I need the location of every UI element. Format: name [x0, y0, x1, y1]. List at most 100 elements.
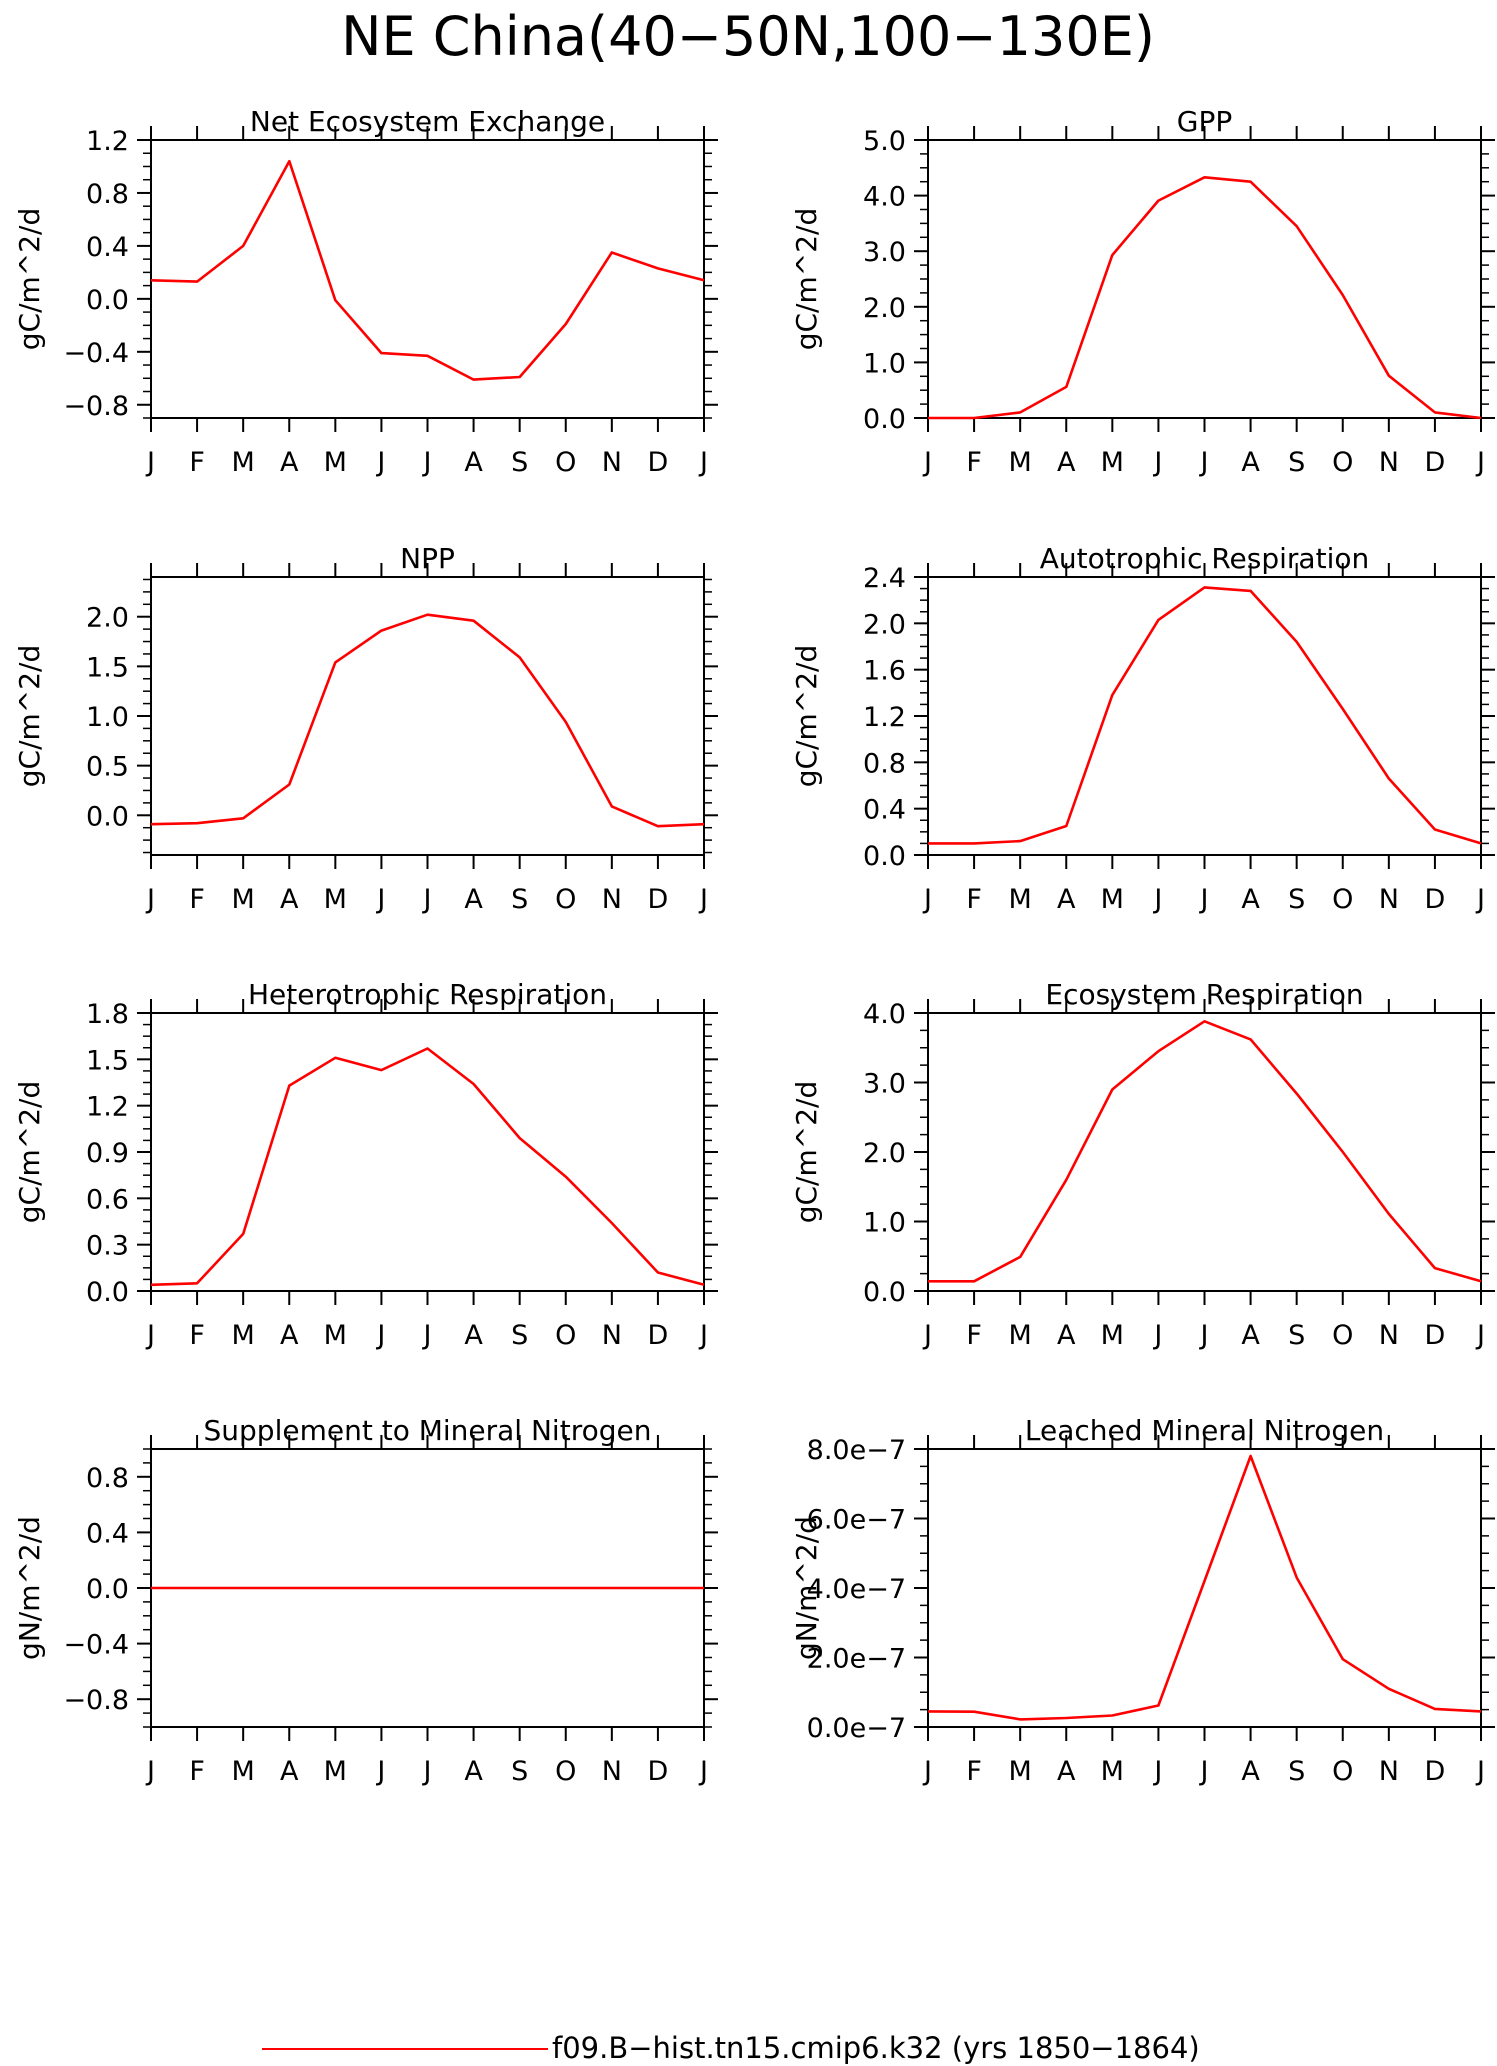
y-tick-label: 1.0 — [863, 1208, 906, 1239]
x-tick-label: F — [966, 1320, 982, 1351]
x-tick-label: O — [1332, 1756, 1353, 1787]
x-tick-label: D — [648, 1320, 669, 1351]
x-tick-label: M — [1101, 447, 1124, 478]
x-tick-label: M — [324, 884, 347, 915]
x-tick-label: M — [1009, 884, 1032, 915]
y-tick-label: 1.0 — [86, 702, 129, 733]
y-axis-label: gC/m^2/d — [13, 645, 46, 788]
y-tick-label: 0.0 — [86, 1574, 129, 1605]
y-tick-label: 0.0 — [863, 404, 906, 435]
x-tick-label: J — [1152, 1756, 1162, 1787]
y-tick-label: 1.2 — [86, 1092, 129, 1123]
y-axis-label: gC/m^2/d — [13, 1081, 46, 1224]
x-tick-label: J — [922, 1320, 932, 1351]
x-tick-label: J — [698, 1320, 708, 1351]
x-tick-label: J — [922, 1756, 932, 1787]
x-tick-label: J — [1199, 1756, 1209, 1787]
x-tick-label: O — [1332, 447, 1353, 478]
x-tick-label: D — [648, 884, 669, 915]
x-tick-label: D — [1425, 447, 1446, 478]
y-tick-label: 0.8 — [86, 179, 129, 210]
x-tick-label: A — [1057, 447, 1076, 478]
y-tick-label: 2.0 — [863, 1138, 906, 1169]
x-tick-label: A — [1241, 884, 1260, 915]
x-tick-label: J — [1475, 447, 1485, 478]
y-tick-label: 0.0 — [86, 285, 129, 316]
y-tick-label: 0.0 — [863, 841, 906, 872]
x-tick-label: F — [189, 1320, 205, 1351]
x-tick-label: S — [1288, 447, 1305, 478]
x-tick-label: M — [1009, 1756, 1032, 1787]
series-line-1 — [150, 1047, 705, 1287]
y-tick-label: 4.0 — [863, 182, 906, 213]
x-tick-label: O — [555, 884, 576, 915]
y-tick-label: 2.0 — [863, 293, 906, 324]
x-tick-label: F — [966, 1756, 982, 1787]
x-tick-label: A — [1057, 884, 1076, 915]
x-tick-label: D — [1425, 1320, 1446, 1351]
x-tick-label: D — [1425, 1756, 1446, 1787]
plot-frame — [150, 1012, 705, 1292]
x-tick-label: F — [966, 884, 982, 915]
y-tick-label: 3.0 — [863, 1069, 906, 1100]
x-tick-label: A — [1241, 1320, 1260, 1351]
x-tick-label: A — [1057, 1756, 1076, 1787]
x-tick-label: J — [375, 447, 385, 478]
x-tick-label: F — [966, 447, 982, 478]
x-tick-label: A — [1241, 1756, 1260, 1787]
x-tick-label: A — [464, 1320, 483, 1351]
y-axis-label: gN/m^2/d — [13, 1516, 46, 1660]
x-tick-label: A — [1241, 447, 1260, 478]
y-axis-label: gC/m^2/d — [790, 1081, 823, 1224]
x-tick-label: M — [324, 1756, 347, 1787]
x-tick-label: J — [698, 884, 708, 915]
x-tick-label: D — [648, 447, 669, 478]
y-tick-label: 0.0 — [863, 1277, 906, 1308]
x-tick-label: J — [375, 1320, 385, 1351]
x-tick-label: S — [1288, 1320, 1305, 1351]
y-tick-label: 0.6 — [86, 1184, 129, 1215]
x-tick-label: F — [189, 884, 205, 915]
y-tick-label: 0.4 — [863, 795, 906, 826]
series-line-1 — [927, 1454, 1482, 1721]
x-tick-label: O — [555, 447, 576, 478]
x-tick-label: M — [1101, 1320, 1124, 1351]
y-tick-label: 1.8 — [86, 999, 129, 1030]
y-tick-label: 0.5 — [86, 752, 129, 783]
legend-label: f09.B−hist.tn15.cmip6.k32 (yrs 1850−1864… — [552, 2031, 1200, 2065]
y-tick-label: 3.0 — [863, 237, 906, 268]
x-tick-label: J — [1475, 1756, 1485, 1787]
y-tick-label: 1.0 — [863, 348, 906, 379]
y-axis-label: gC/m^2/d — [790, 645, 823, 788]
x-tick-label: M — [232, 1756, 255, 1787]
x-tick-label: J — [1475, 1320, 1485, 1351]
x-tick-label: J — [375, 1756, 385, 1787]
x-tick-label: A — [464, 447, 483, 478]
x-tick-label: J — [422, 1756, 432, 1787]
x-tick-label: J — [698, 1756, 708, 1787]
x-tick-label: M — [232, 447, 255, 478]
x-tick-label: J — [1475, 884, 1485, 915]
x-tick-label: S — [511, 1756, 528, 1787]
x-tick-label: N — [602, 447, 622, 478]
y-axis-label: gN/m^2/d — [790, 1516, 823, 1660]
x-tick-label: J — [1152, 1320, 1162, 1351]
x-tick-label: J — [922, 447, 932, 478]
y-tick-label: 0.4 — [86, 232, 129, 263]
x-tick-label: M — [324, 1320, 347, 1351]
plot-frame — [927, 1012, 1482, 1292]
plot-frame — [150, 576, 705, 856]
series-line-1 — [928, 176, 1482, 420]
x-tick-label: D — [1425, 884, 1446, 915]
y-tick-label: 1.6 — [863, 656, 906, 687]
x-tick-label: J — [145, 884, 155, 915]
x-tick-label: A — [464, 1756, 483, 1787]
y-tick-label: −0.4 — [63, 338, 129, 369]
x-tick-label: N — [602, 1320, 622, 1351]
